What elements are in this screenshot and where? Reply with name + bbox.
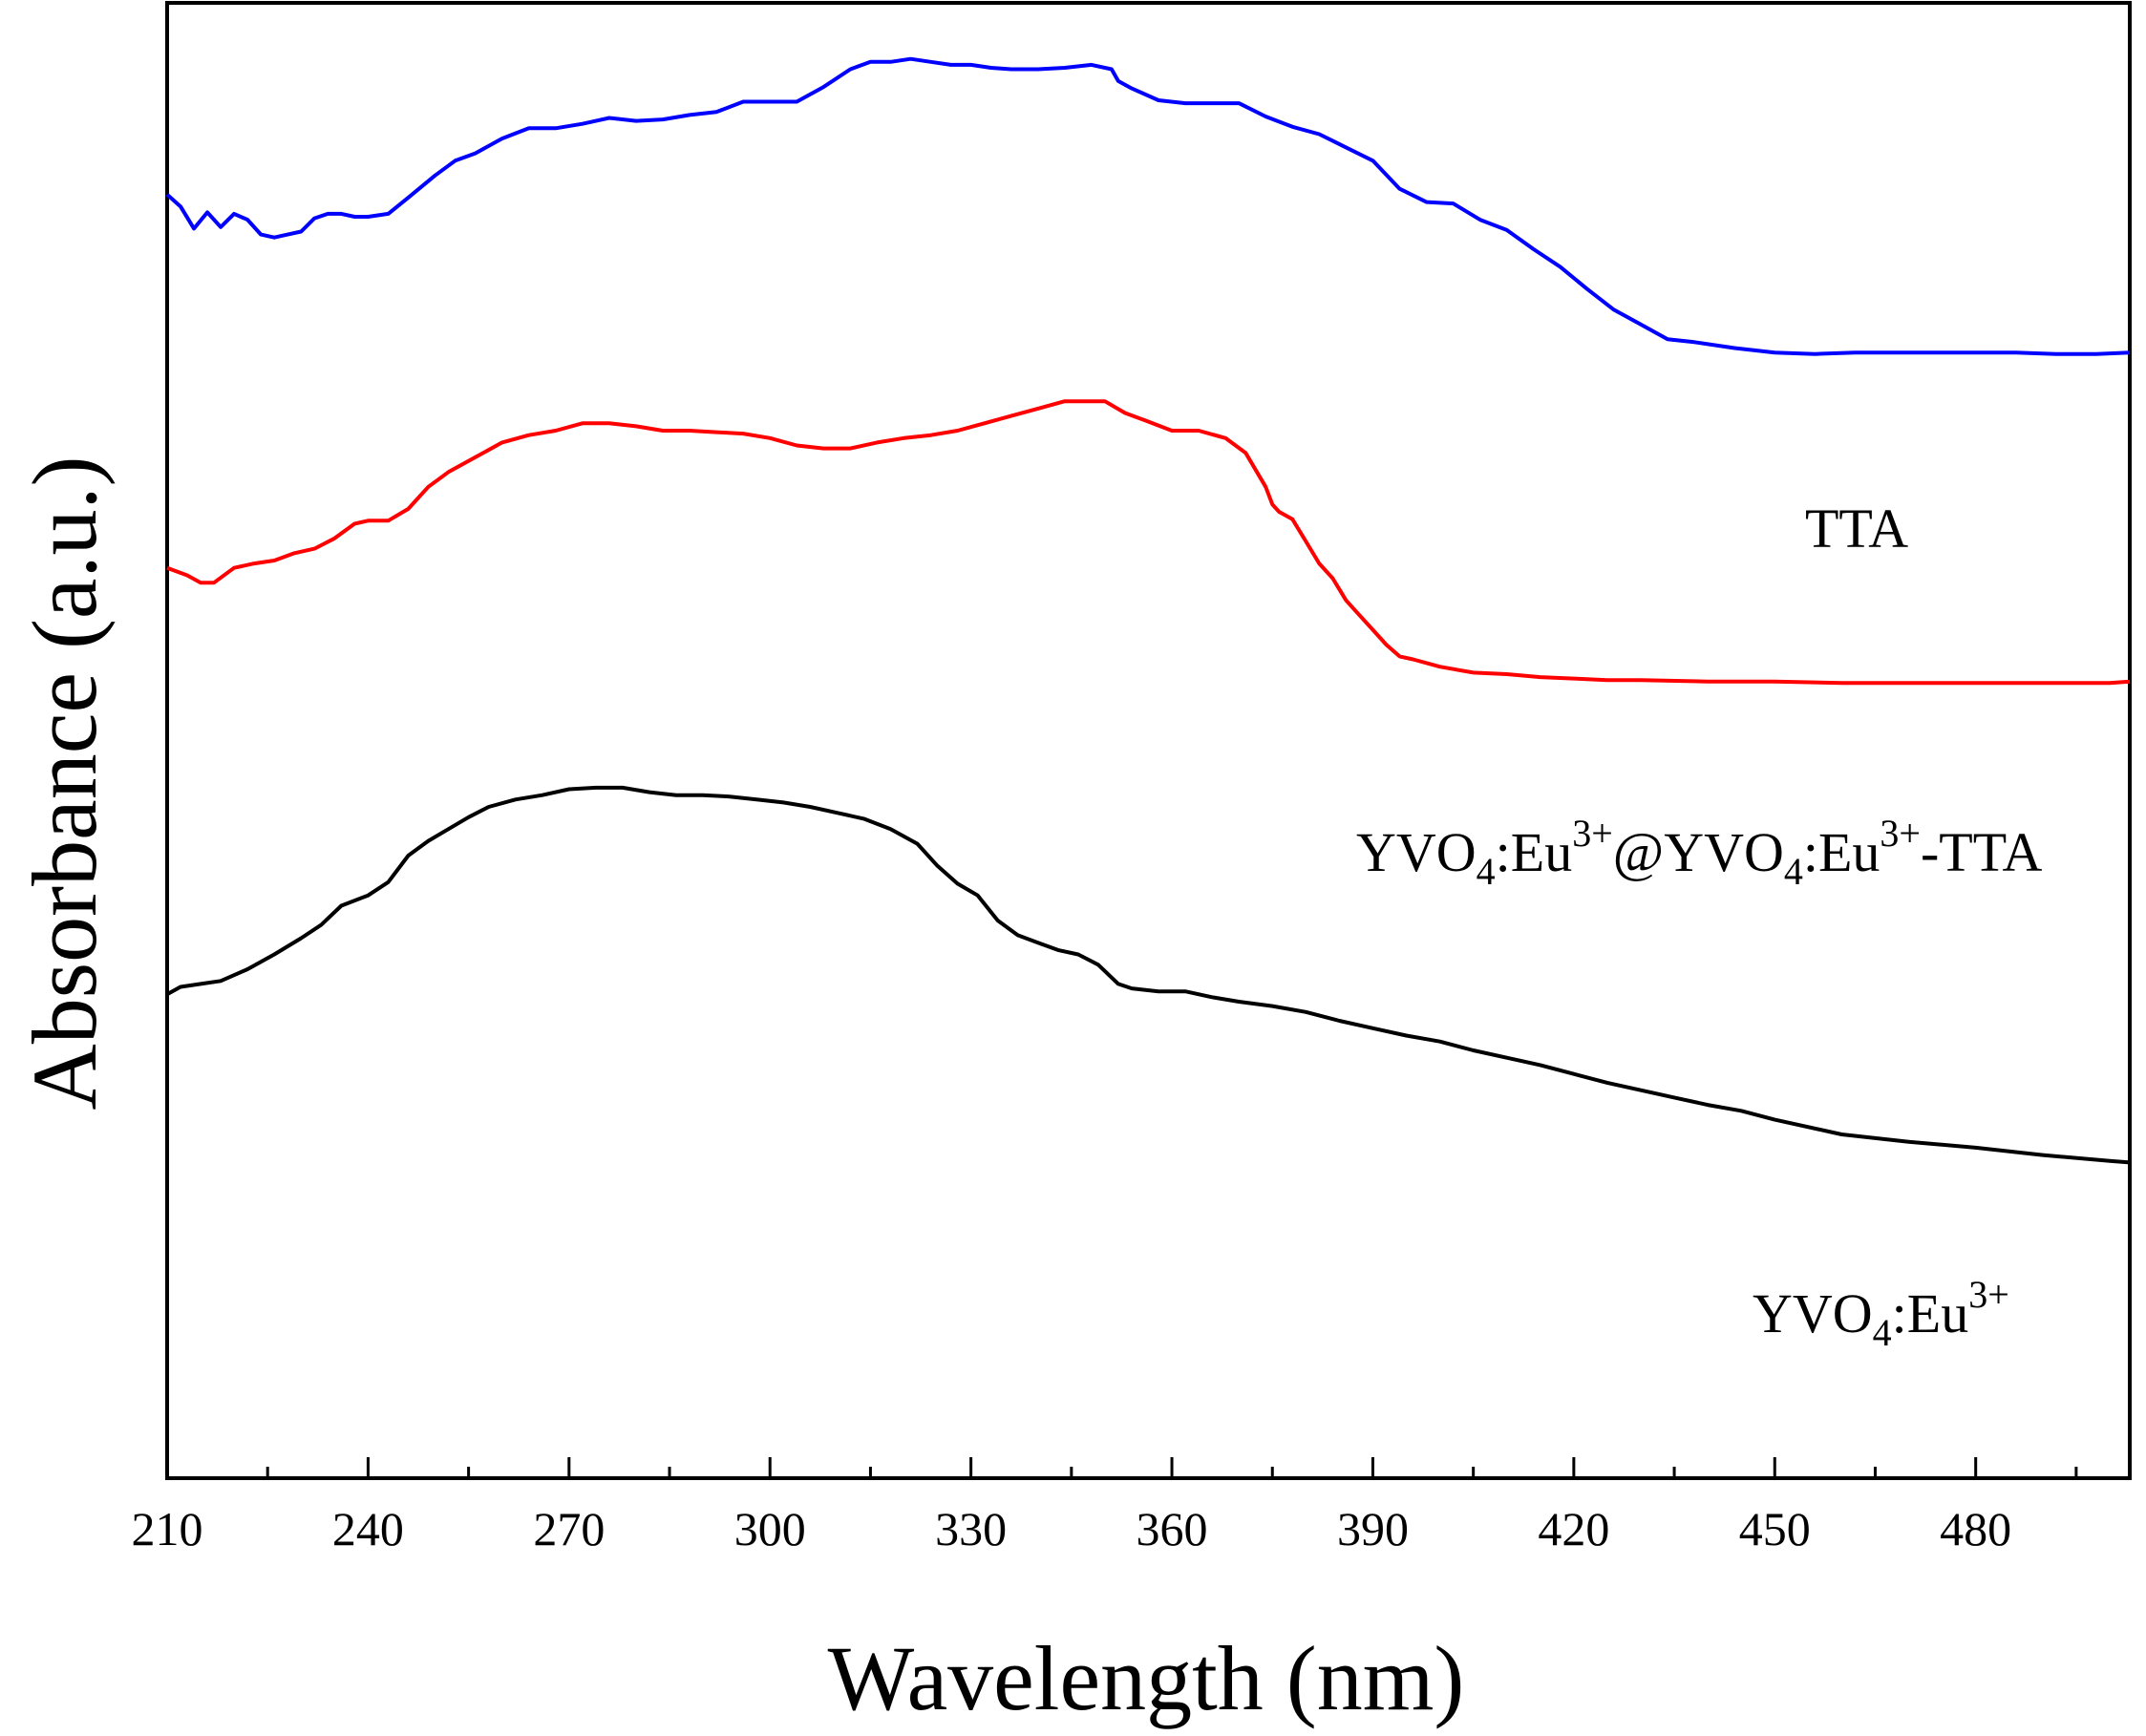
- series-label-1: YVO4:Eu3+@YVO4:Eu3+-TTA: [1356, 812, 2042, 893]
- y-axis-title: Absorbance (a.u.): [13, 455, 116, 1110]
- plot-frame: [165, 1, 2132, 1480]
- series-label-part: 3+: [1880, 812, 1921, 855]
- x-axis-ticks: 210 240 270 300 330 360 390 420 450 480: [132, 1457, 2078, 1556]
- series-label-part: :Eu: [1892, 1282, 1969, 1344]
- series-label-part: YVO: [1356, 821, 1477, 883]
- series-label-part: :Eu: [1803, 821, 1880, 883]
- series-label-2: YVO4:Eu3+: [1753, 1273, 2009, 1354]
- series-label-part: 4: [1477, 850, 1496, 893]
- series-label-part: :Eu: [1496, 821, 1573, 883]
- x-tick-label: 210: [132, 1502, 203, 1556]
- series-line-0: [165, 56, 2131, 356]
- series-label-0: TTA: [1805, 498, 1908, 560]
- series-lines: [165, 56, 2131, 1165]
- x-axis-title: Wavelength (nm): [828, 1627, 1465, 1729]
- series-label-part: YVO: [1753, 1282, 1873, 1344]
- x-tick-label: 330: [935, 1502, 1007, 1556]
- x-tick-label: 360: [1137, 1502, 1208, 1556]
- series-label-part: -TTA: [1921, 821, 2043, 883]
- x-tick-label: 390: [1337, 1502, 1409, 1556]
- series-label-part: 3+: [1572, 812, 1613, 855]
- x-tick-label: 240: [332, 1502, 404, 1556]
- series-line-1: [166, 399, 2131, 686]
- series-line-2: [166, 785, 2131, 1165]
- x-tick-label: 450: [1739, 1502, 1811, 1556]
- series-label-part: 3+: [1968, 1273, 2009, 1316]
- x-tick-label: 300: [734, 1502, 806, 1556]
- series-label-part: TTA: [1805, 498, 1908, 560]
- x-tick-label: 480: [1940, 1502, 2011, 1556]
- x-tick-label: 270: [533, 1502, 605, 1556]
- x-tick-label: 420: [1538, 1502, 1609, 1556]
- series-label-part: 4: [1873, 1311, 1892, 1354]
- series-label-part: 4: [1784, 850, 1803, 893]
- series-label-part: @YVO: [1613, 821, 1784, 883]
